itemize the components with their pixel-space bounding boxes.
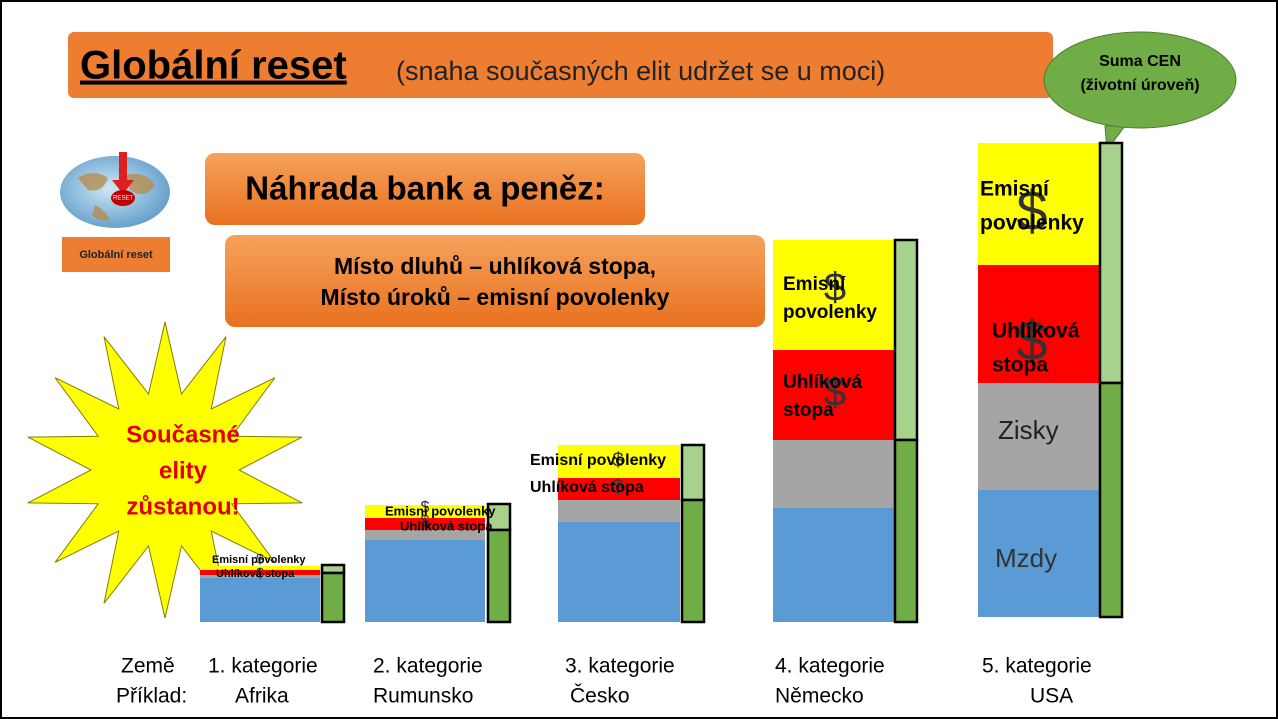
total-bar xyxy=(1098,381,1124,619)
category-label: 2. kategorie xyxy=(373,655,483,678)
bubble-text: Suma CEN xyxy=(1099,53,1181,70)
example-label: USA xyxy=(1030,685,1073,708)
arrow xyxy=(119,152,127,182)
emission-segment xyxy=(978,143,1100,265)
total-bar xyxy=(680,498,706,624)
total-bar-top xyxy=(893,238,919,442)
reset-button xyxy=(111,190,135,206)
wages-segment xyxy=(365,540,485,622)
dollar-sign: $ xyxy=(256,565,264,581)
dollar-sign: $ xyxy=(1016,309,1047,372)
carbon-segment xyxy=(558,478,680,500)
reset-text: RESET xyxy=(113,196,133,202)
total-bar xyxy=(486,528,512,624)
globe-label: Globální reset xyxy=(79,249,153,261)
globe-label-box xyxy=(62,237,170,272)
dollar-sign: $ xyxy=(824,371,846,415)
profit-segment xyxy=(200,575,320,578)
total-bar xyxy=(320,571,346,624)
category-label: 4. kategorie xyxy=(775,655,885,678)
wages-segment xyxy=(558,522,680,622)
subheading: Místo úroků – emisní povolenky xyxy=(321,284,670,310)
dollar-sign: $ xyxy=(612,476,623,498)
bubble-text: (životní úroveň) xyxy=(1080,77,1199,94)
star-text: zůstanou! xyxy=(126,493,239,520)
total-bar-top xyxy=(680,443,706,502)
carbon-segment xyxy=(200,570,320,575)
carbon-segment xyxy=(978,265,1100,383)
example-label: Afrika xyxy=(235,685,289,708)
emission-segment xyxy=(365,505,485,518)
emission-segment xyxy=(558,445,680,478)
emission-label: Emisní xyxy=(980,178,1050,201)
star-text: Současné xyxy=(126,421,239,448)
carbon-label: Uhlíková stopa xyxy=(530,479,644,496)
total-bar xyxy=(893,438,919,624)
emission-label: povolenky xyxy=(783,302,877,323)
category-label: 5. kategorie xyxy=(982,655,1092,678)
carbon-label: stopa xyxy=(992,354,1048,377)
carbon-label: Uhlíková stopa xyxy=(216,568,295,580)
dollar-sign: $ xyxy=(824,266,846,310)
title-sub: (snaha současných elit udržet se u moci) xyxy=(396,56,885,86)
total-bar-top xyxy=(1098,141,1124,385)
subheading: Místo dluhů – uhlíková stopa, xyxy=(334,253,656,279)
star xyxy=(27,321,303,619)
wages-label: Mzdy xyxy=(995,543,1057,573)
profit-label: Zisky xyxy=(998,415,1059,445)
carbon-label: Uhlíková xyxy=(992,320,1080,343)
carbon-segment xyxy=(365,518,485,530)
emission-label: Emisní xyxy=(783,274,846,295)
carbon-label: stopa xyxy=(783,400,834,421)
category-label: 1. kategorie xyxy=(208,655,318,678)
title-banner xyxy=(68,32,1053,98)
arrow-head xyxy=(112,180,134,194)
star-text: elity xyxy=(159,457,208,484)
dollar-sign: $ xyxy=(421,499,430,516)
heading: Náhrada bank a peněz: xyxy=(245,170,604,207)
profit-segment xyxy=(365,530,485,540)
globe xyxy=(60,156,170,228)
category-label: 3. kategorie xyxy=(565,655,675,678)
profit-segment xyxy=(978,383,1100,490)
carbon-label: Uhlíková xyxy=(783,372,863,393)
wages-segment xyxy=(200,578,320,622)
wages-segment xyxy=(978,490,1100,617)
emission-segment xyxy=(773,240,895,350)
profit-segment xyxy=(558,500,680,522)
title-main: Globální reset xyxy=(80,44,347,88)
profit-segment xyxy=(773,440,895,508)
example-label: Rumunsko xyxy=(373,685,473,708)
dollar-sign: $ xyxy=(256,551,264,567)
row-label: Příklad: xyxy=(116,685,187,708)
bubble xyxy=(1043,31,1237,129)
carbon-label: Uhlíková stopa xyxy=(400,518,493,533)
emission-label: povolenky xyxy=(980,212,1084,235)
globe-land xyxy=(78,173,155,221)
example-label: Německo xyxy=(775,685,864,708)
emission-label: Emisní povolenky xyxy=(212,554,306,566)
example-label: Česko xyxy=(570,685,630,708)
carbon-segment xyxy=(773,350,895,440)
subheading-box xyxy=(225,235,765,327)
dollar-sign: $ xyxy=(421,513,430,530)
row-label: Země xyxy=(121,655,175,678)
wages-segment xyxy=(773,508,895,622)
emission-label: Emisní povolenky xyxy=(530,452,666,469)
dollar-sign: $ xyxy=(612,449,623,471)
emission-label: Emisní povolenky xyxy=(385,503,496,518)
dollar-sign: $ xyxy=(1016,179,1047,242)
heading-box xyxy=(205,153,645,225)
emission-segment xyxy=(200,566,320,570)
